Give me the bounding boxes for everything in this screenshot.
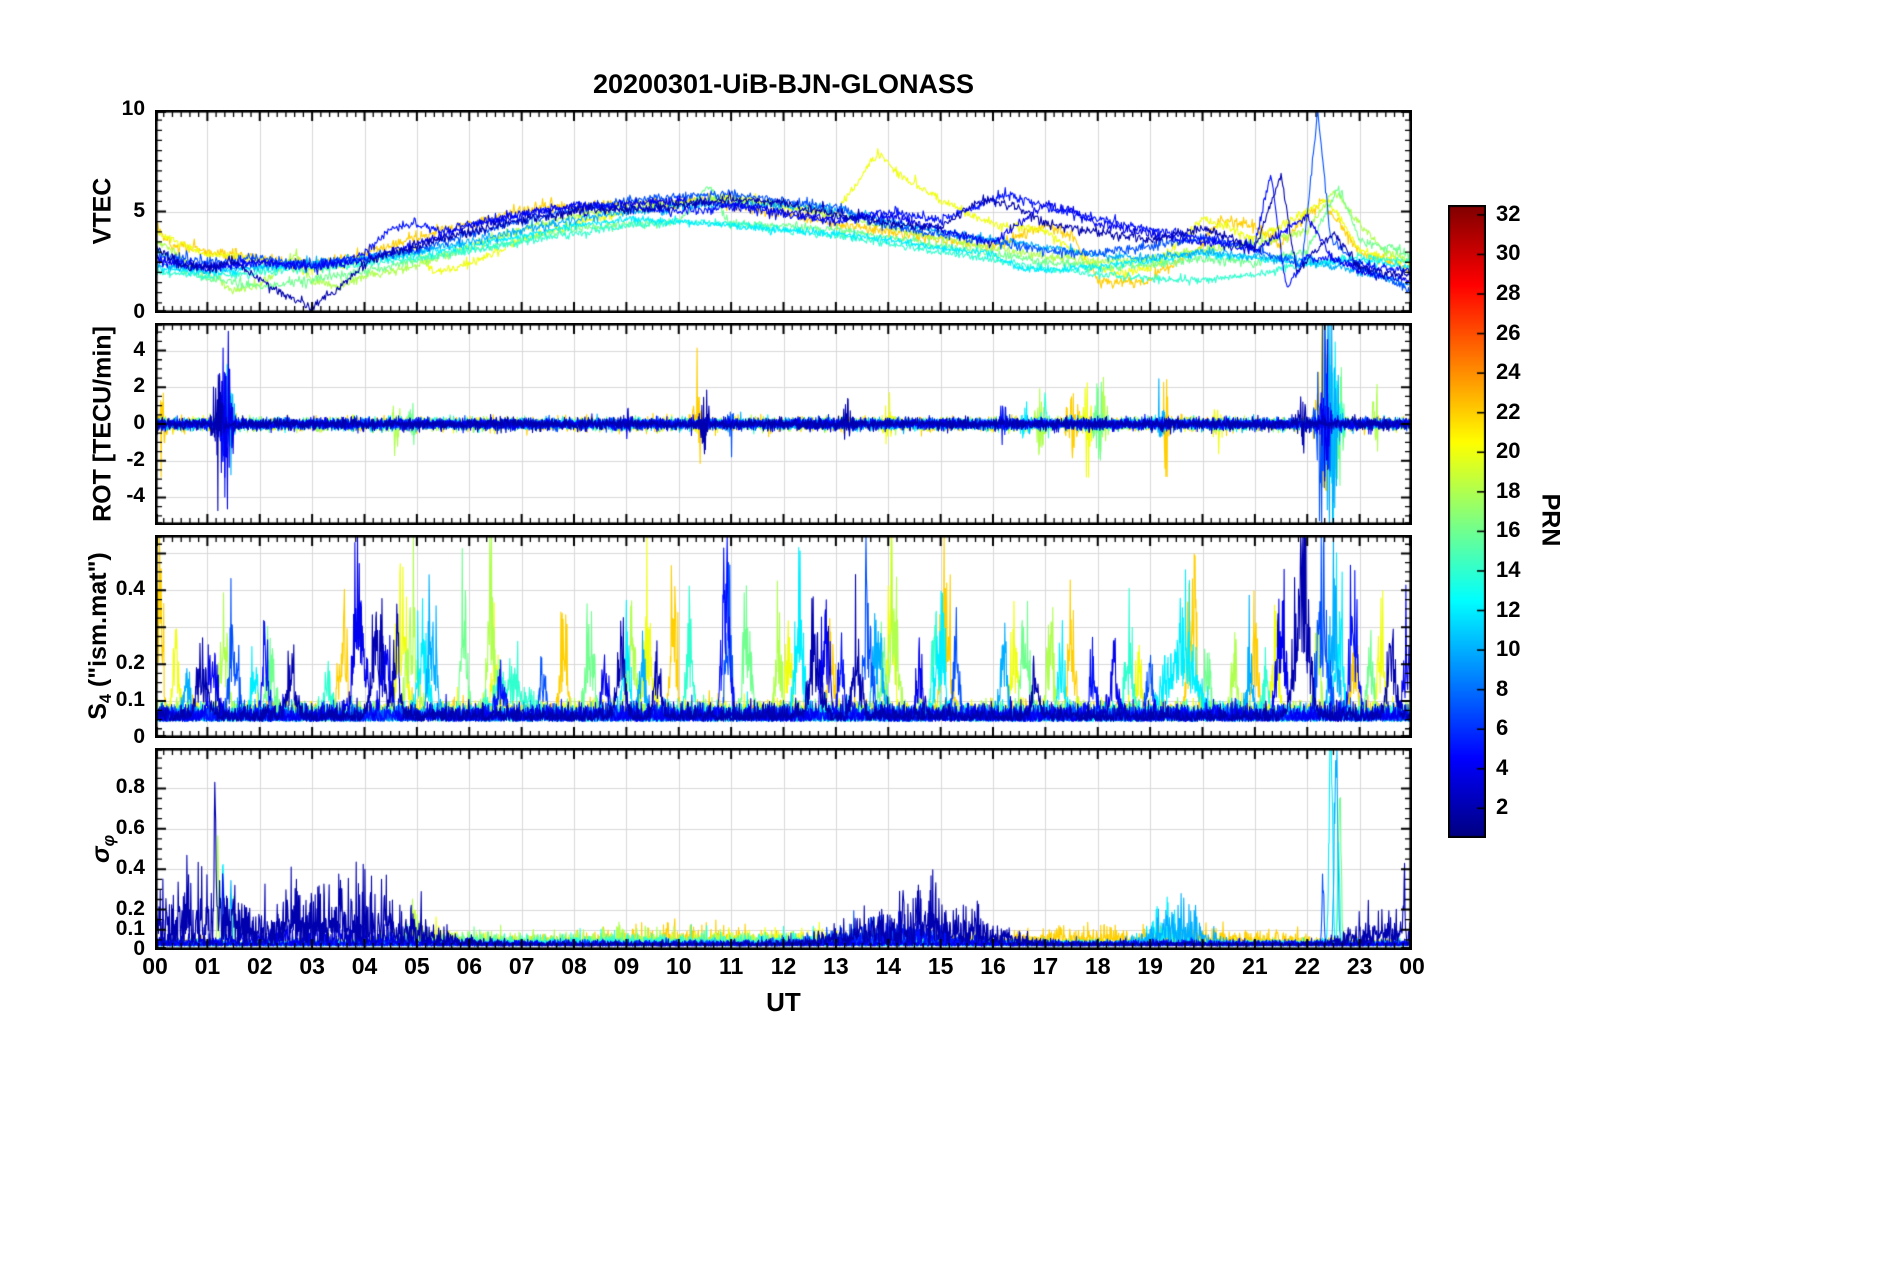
x-tick-label: 09: [613, 953, 640, 979]
y-tick-label: 0: [133, 937, 145, 960]
x-tick-label: 12: [770, 953, 797, 979]
x-tick-label: 15: [927, 953, 954, 979]
colorbar: [1448, 205, 1486, 838]
x-tick-label: 20: [1189, 953, 1216, 979]
x-tick-label: 00: [1399, 953, 1425, 979]
colorbar-tick-label: 24: [1496, 359, 1521, 385]
y-tick-label: 0.4: [115, 856, 145, 880]
colorbar-tick-label: 16: [1496, 517, 1521, 543]
x-tick-label: 22: [1294, 953, 1321, 979]
colorbar-tick-label: 26: [1496, 319, 1521, 345]
rot-panel: [155, 323, 1412, 525]
x-tick-label: 17: [1032, 953, 1059, 979]
x-tick-label: 19: [1137, 953, 1163, 979]
x-tick-label: 02: [246, 953, 273, 979]
x-tick-label: 08: [561, 953, 587, 979]
x-tick-label: 06: [456, 953, 483, 979]
x-tick-label: 21: [1242, 953, 1268, 979]
x-tick-label: 01: [194, 953, 221, 979]
y-tick-label: 0: [133, 300, 145, 323]
colorbar-tick-label: 18: [1496, 477, 1521, 503]
y-tick-label: 10: [121, 97, 145, 120]
y-tick-label: 0.1: [115, 688, 145, 712]
x-tick-label: 03: [299, 953, 325, 979]
y-tick-label: 0.4: [115, 577, 145, 601]
x-tick-label: 23: [1346, 953, 1373, 979]
x-tick-label: 11: [718, 953, 744, 979]
y-tick-label: 0.8: [115, 775, 145, 799]
y-tick-label: 0.2: [115, 896, 145, 920]
colorbar-tick-label: 6: [1496, 715, 1509, 741]
colorbar-tick-label: 4: [1496, 754, 1509, 780]
x-tick-label: 00: [142, 953, 168, 979]
colorbar-tick-label: 28: [1496, 280, 1521, 306]
y-tick-label: 5: [133, 198, 145, 222]
y-tick-label: 0: [133, 411, 145, 434]
colorbar-tick-label: 8: [1496, 675, 1509, 701]
y-tick-label: 4: [133, 337, 145, 361]
chart-title: 20200301-UiB-BJN-GLONASS: [592, 69, 975, 99]
sigma-phi-panel: [155, 748, 1412, 950]
x-tick-label: 14: [875, 953, 902, 979]
x-tick-label: 04: [351, 953, 378, 979]
x-tick-label: 18: [1084, 953, 1111, 979]
colorbar-tick-label: 32: [1496, 200, 1521, 226]
x-tick-label: 13: [823, 953, 849, 979]
x-tick-label: 05: [404, 953, 430, 979]
x-axis-label: UT: [766, 987, 801, 1017]
s4-panel: [155, 535, 1412, 738]
y-tick-label: 0: [133, 725, 145, 748]
colorbar-tick-label: 14: [1496, 556, 1521, 582]
x-tick-label: 07: [508, 953, 535, 979]
vtec-panel: [155, 110, 1412, 313]
y-tick-label: 0.6: [115, 815, 145, 839]
x-tick-label: 16: [980, 953, 1006, 979]
colorbar-tick-label: 22: [1496, 398, 1521, 424]
colorbar-tick-label: 12: [1496, 596, 1521, 622]
colorbar-tick-label: 10: [1496, 636, 1521, 662]
y-tick-label: -4: [126, 484, 145, 508]
colorbar-tick-label: 20: [1496, 438, 1521, 464]
colorbar-tick-label: 30: [1496, 240, 1521, 266]
y-tick-label: 0.2: [115, 651, 145, 675]
colorbar-tick-label: 2: [1496, 794, 1509, 820]
y-tick-label: 2: [133, 374, 145, 398]
y-tick-label: 0.1: [115, 916, 145, 940]
y-tick-label: -2: [126, 447, 145, 471]
x-tick-label: 10: [665, 953, 692, 979]
